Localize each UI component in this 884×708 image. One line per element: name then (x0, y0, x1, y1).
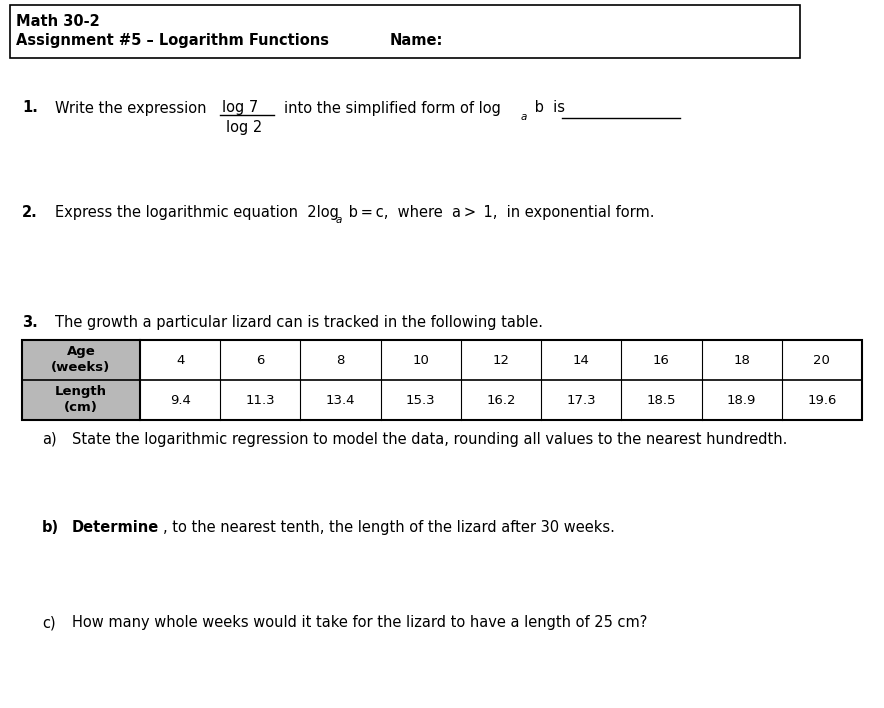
Text: b = c,  where  a > 1,  in exponential form.: b = c, where a > 1, in exponential form. (344, 205, 654, 220)
Text: Name:: Name: (390, 33, 444, 48)
Text: 9.4: 9.4 (170, 394, 191, 406)
Text: Express the logarithmic equation  2log: Express the logarithmic equation 2log (55, 205, 339, 220)
Text: 3.: 3. (22, 315, 38, 330)
Text: Determine: Determine (72, 520, 159, 535)
Text: into the simplified form of log: into the simplified form of log (284, 101, 501, 115)
Text: log 2: log 2 (226, 120, 263, 135)
Text: 18.9: 18.9 (727, 394, 757, 406)
Text: 20: 20 (813, 353, 830, 367)
Text: 12: 12 (492, 353, 509, 367)
Text: 16: 16 (653, 353, 670, 367)
Text: 15.3: 15.3 (406, 394, 436, 406)
Text: c): c) (42, 615, 56, 630)
Text: b): b) (42, 520, 59, 535)
Text: Length
(cm): Length (cm) (55, 385, 107, 414)
Text: b  is: b is (530, 101, 565, 115)
Text: 14: 14 (573, 353, 590, 367)
Bar (22, 380, 140, 420)
Text: 1.: 1. (22, 101, 38, 115)
Text: 17.3: 17.3 (567, 394, 596, 406)
Text: 2.: 2. (22, 205, 38, 220)
Bar (22, 340, 140, 380)
Text: How many whole weeks would it take for the lizard to have a length of 25 cm?: How many whole weeks would it take for t… (72, 615, 647, 630)
Text: 4: 4 (176, 353, 184, 367)
Text: 19.6: 19.6 (807, 394, 836, 406)
Text: , to the nearest tenth, the length of the lizard after 30 weeks.: , to the nearest tenth, the length of th… (163, 520, 615, 535)
Text: 13.4: 13.4 (326, 394, 355, 406)
Text: 18.5: 18.5 (647, 394, 676, 406)
Text: The growth a particular lizard can is tracked in the following table.: The growth a particular lizard can is tr… (55, 315, 543, 330)
Text: a): a) (42, 432, 57, 447)
Text: Age
(weeks): Age (weeks) (51, 346, 110, 375)
Text: 11.3: 11.3 (246, 394, 275, 406)
Text: a: a (336, 215, 342, 225)
Text: log 7: log 7 (222, 100, 258, 115)
Text: 16.2: 16.2 (486, 394, 515, 406)
Text: Math 30-2: Math 30-2 (16, 14, 100, 29)
Text: 8: 8 (337, 353, 345, 367)
Text: 10: 10 (412, 353, 430, 367)
Text: State the logarithmic regression to model the data, rounding all values to the n: State the logarithmic regression to mode… (72, 432, 788, 447)
Text: a: a (521, 112, 528, 122)
Text: 6: 6 (256, 353, 264, 367)
Bar (22, 340, 862, 420)
Text: 18: 18 (733, 353, 751, 367)
Text: Assignment #5 – Logarithm Functions: Assignment #5 – Logarithm Functions (16, 33, 329, 48)
Text: Write the expression: Write the expression (55, 101, 207, 115)
Bar (10, 5, 800, 58)
